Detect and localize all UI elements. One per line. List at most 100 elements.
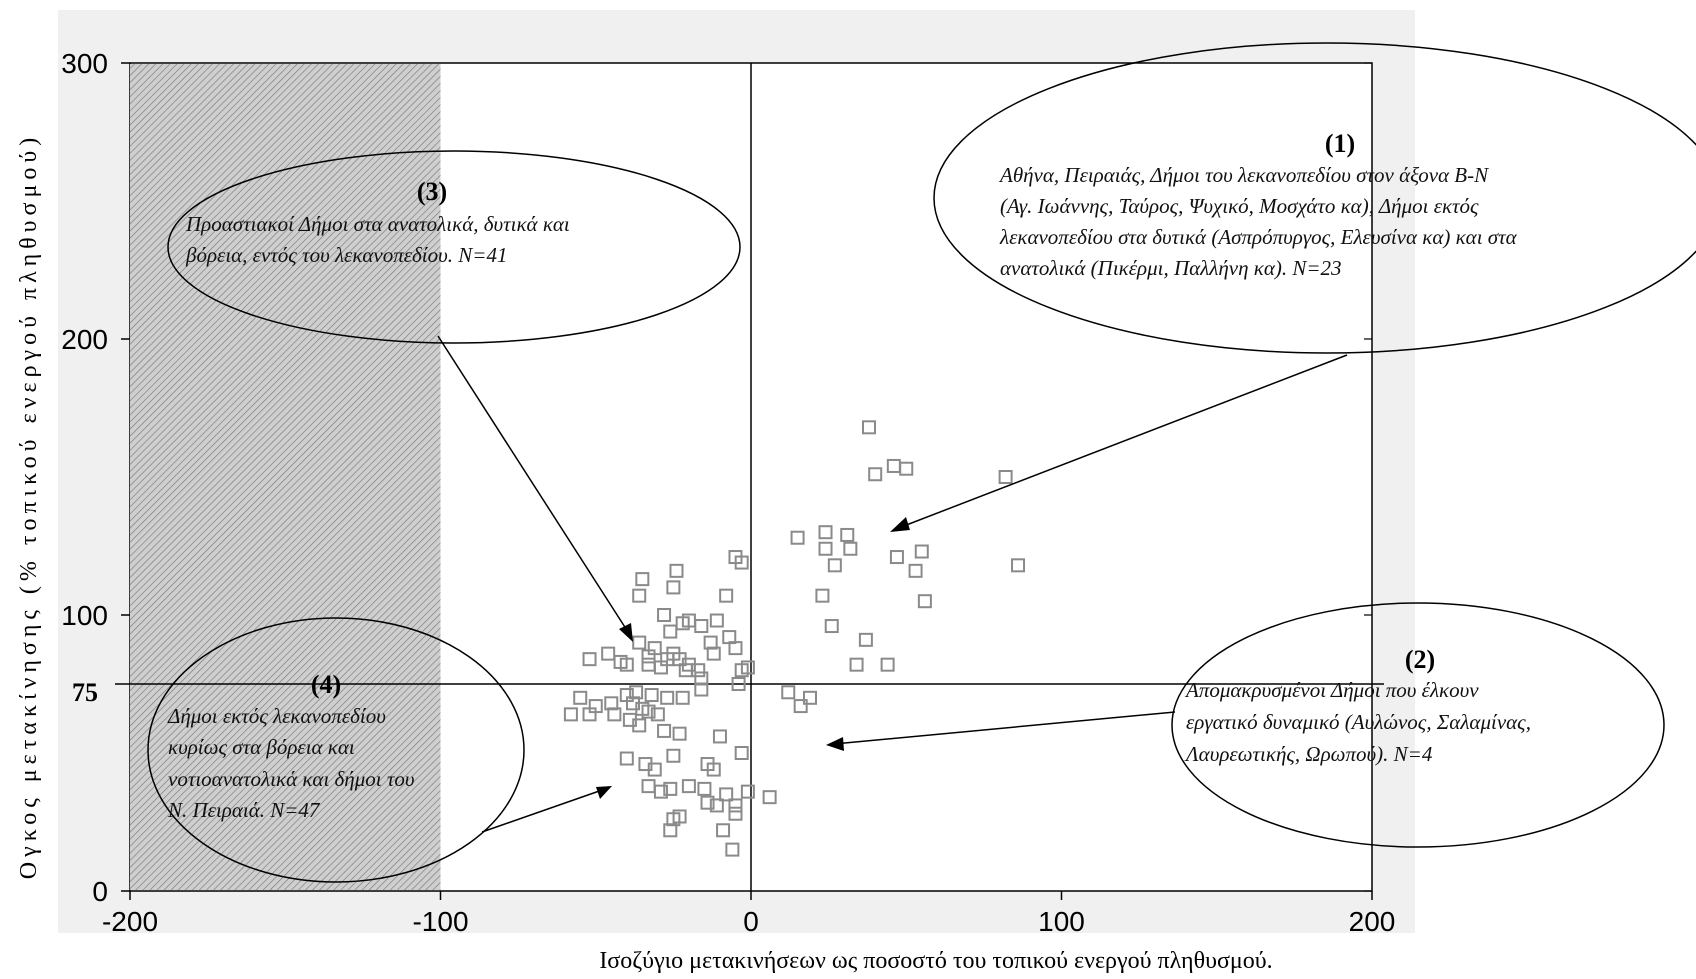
data-point — [712, 729, 727, 744]
data-point — [632, 635, 647, 650]
annotation-4-line-3: νοτιοανατολικά και δήμοι του — [168, 767, 414, 791]
annotation-2-arrow — [833, 711, 1176, 745]
data-point — [607, 707, 622, 722]
x-tick-label: 100 — [1038, 906, 1085, 937]
x-tick-label: 200 — [1349, 906, 1396, 937]
data-point — [672, 726, 687, 741]
data-point — [644, 688, 659, 703]
data-point — [700, 795, 715, 810]
data-point — [563, 707, 578, 722]
data-point — [762, 790, 777, 805]
data-point — [899, 461, 914, 476]
y-tick-label: 100 — [61, 600, 108, 631]
data-point — [706, 762, 721, 777]
annotation-2-line-1: Απομακρυσμένοι Δήμοι που έλκουν — [1184, 678, 1479, 702]
data-point — [694, 619, 709, 634]
annotation-4-arrow — [481, 788, 606, 833]
data-point — [650, 707, 665, 722]
annotation-4-number: (4) — [311, 670, 341, 699]
reference-line-label: 75 — [72, 678, 98, 707]
data-point — [908, 563, 923, 578]
y-axis-title: Ογκος μετακίνησης (% τοπικού ενεργού πλη… — [16, 133, 42, 879]
data-point — [641, 649, 656, 664]
data-point — [731, 677, 746, 691]
data-point — [740, 660, 755, 675]
y-tick-label: 200 — [61, 324, 108, 355]
y-tick-label: 0 — [92, 876, 108, 907]
data-point — [619, 751, 634, 766]
data-point — [802, 690, 817, 705]
data-point — [790, 530, 805, 545]
annotation-1-line-1: Αθήνα, Πειραιάς, Δήμοι του λεκανοπεδίου … — [998, 163, 1489, 187]
x-tick-label: 0 — [743, 906, 759, 937]
x-tick-label: -200 — [102, 906, 158, 937]
data-point — [917, 594, 932, 609]
data-point — [657, 723, 672, 738]
annotation-2-ellipse — [1171, 602, 1665, 848]
data-point — [694, 682, 709, 697]
x-axis-ticks: -200 -100 0 100 200 — [102, 891, 1395, 937]
annotation-2-line-2: εργατικό δυναμικό (Αυλώνος, Σαλαμίνας, — [1186, 710, 1531, 734]
data-point — [818, 525, 833, 540]
data-point — [678, 663, 693, 678]
data-point — [998, 470, 1013, 484]
data-point — [681, 779, 696, 794]
data-point — [653, 660, 668, 675]
annotation-3-arrowhead — [619, 623, 633, 642]
data-point — [669, 563, 684, 578]
data-point — [666, 748, 681, 763]
data-point — [914, 544, 929, 559]
annotation-1-arrowhead — [890, 517, 910, 532]
data-point — [653, 784, 668, 799]
data-point — [740, 784, 755, 799]
data-point — [728, 641, 743, 656]
annotation-1-line-3: λεκανοπεδίου στα δυτικά (Ασπρόπυργος, Ελ… — [999, 225, 1518, 249]
annotation-4-arrowhead — [596, 786, 612, 799]
annotation-4-ellipse — [147, 617, 525, 883]
data-point — [573, 690, 588, 705]
data-point — [675, 690, 690, 705]
annotation-4-line-4: Ν. Πειραιά. N=47 — [167, 798, 321, 822]
data-point — [663, 624, 678, 639]
data-point — [815, 588, 830, 603]
data-point — [861, 420, 876, 435]
annotation-4-line-2: κυρίως στα βόρεια και — [168, 735, 355, 759]
data-point — [666, 580, 681, 595]
data-point — [660, 690, 675, 705]
annotation-3-line-2: βόρεια, εντός του λεκανοπεδίου. N=41 — [185, 243, 507, 267]
data-point — [709, 613, 724, 628]
annotation-4-line-1: Δήμοι εκτός λεκανοπεδίου — [167, 704, 386, 728]
y-axis-ticks: 0 100 200 300 — [61, 48, 1372, 907]
data-point — [582, 707, 597, 722]
data-point — [663, 781, 678, 796]
data-point — [719, 588, 734, 603]
data-point — [843, 541, 858, 556]
data-point — [840, 527, 855, 542]
data-point — [716, 823, 731, 838]
annotation-3-arrow — [437, 335, 631, 636]
data-point — [734, 555, 749, 570]
annotation-1-line-2: (Αγ. Ιωάννης, Ταύρος, Ψυχικό, Μοσχάτο κα… — [1000, 194, 1479, 218]
data-point — [734, 746, 749, 760]
data-point — [663, 823, 678, 838]
data-point — [1011, 558, 1026, 573]
data-point — [601, 646, 616, 661]
data-point — [728, 798, 743, 813]
data-point — [697, 781, 712, 796]
annotation-1-number: (1) — [1325, 129, 1355, 158]
annotation-3-line-1: Προαστιακοί Δήμοι στα ανατολικά, δυτικά … — [185, 212, 570, 236]
shaded-region — [130, 64, 441, 890]
data-point — [719, 787, 734, 802]
x-tick-label: -100 — [412, 906, 468, 937]
data-point — [647, 762, 662, 777]
data-point — [858, 632, 873, 647]
data-point — [641, 704, 656, 719]
data-point — [880, 657, 895, 672]
data-point — [728, 806, 743, 821]
annotation-2-arrowhead — [826, 737, 844, 751]
data-point — [818, 541, 833, 556]
annotation-1-line-4: ανατολικά (Πικέρμι, Παλλήνη κα). N=23 — [1000, 256, 1342, 280]
data-point — [706, 646, 721, 661]
annotation-1-arrow — [895, 354, 1348, 530]
